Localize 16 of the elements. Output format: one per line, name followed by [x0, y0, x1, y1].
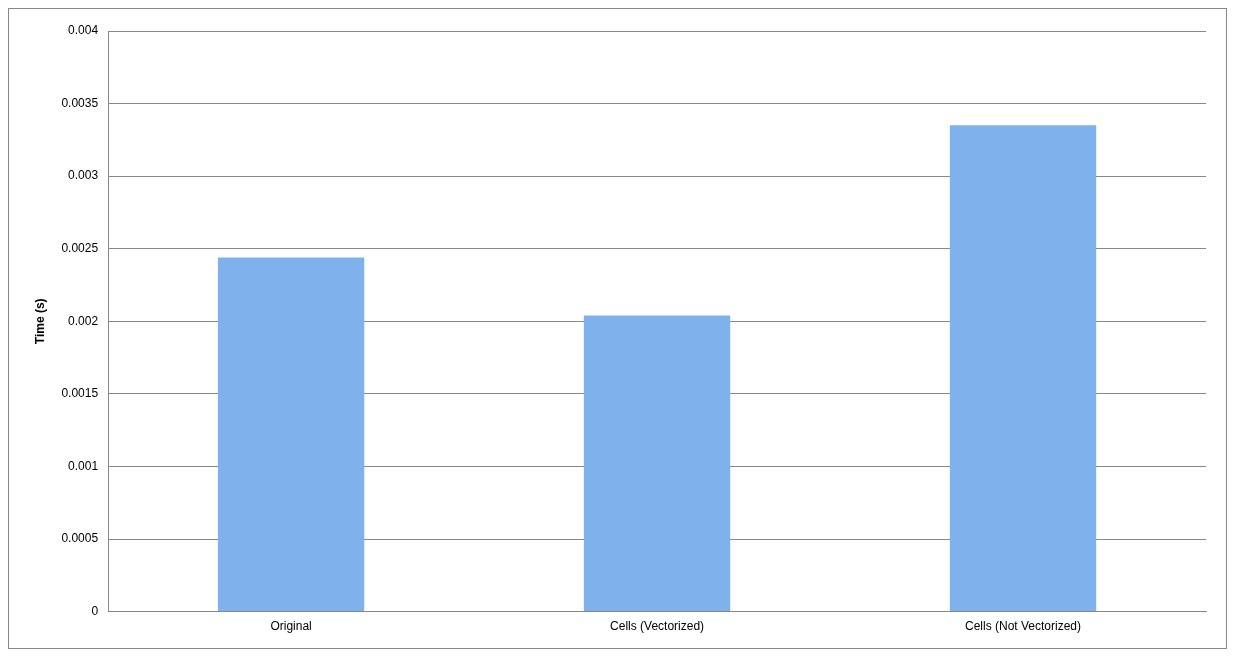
- y-tick-label: 0.002: [68, 313, 99, 328]
- y-tick-label: 0.0015: [61, 386, 99, 401]
- y-tick-label: 0.0035: [61, 95, 99, 110]
- y-tick-label: 0.001: [68, 458, 99, 473]
- bar: [949, 125, 1097, 612]
- bar: [583, 315, 731, 612]
- y-tick-label: 0: [91, 603, 99, 618]
- x-tick-label: Cells (Not Vectorized): [964, 619, 1082, 634]
- bar: [217, 257, 365, 612]
- y-tick-label: 0.004: [68, 23, 99, 38]
- x-tick-label: Cells (Vectorized): [610, 619, 705, 634]
- y-tick-label: 0.003: [68, 168, 99, 183]
- y-tick-label: 0.0005: [61, 531, 99, 546]
- y-tick-label: 0.0025: [61, 241, 99, 256]
- x-tick-label: Original: [270, 619, 312, 634]
- y-axis-title: Time (s): [32, 298, 47, 345]
